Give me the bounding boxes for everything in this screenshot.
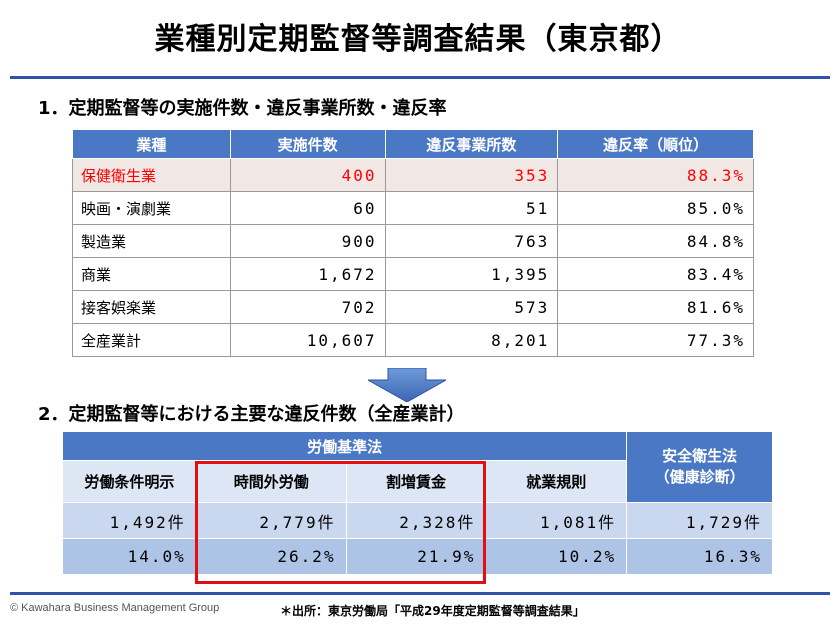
header-work-rules: 就業規則 — [485, 460, 628, 503]
table-row: 保健衛生業 400 353 88.3% — [72, 158, 754, 192]
count-cell: 2,779件 — [195, 502, 347, 539]
industry-cell: 商業 — [72, 257, 231, 291]
safety-label-line1: 安全衛生法 — [662, 447, 738, 465]
inspection-results-table: 業種 実施件数 違反事業所数 違反率（順位） 保健衛生業 400 353 88.… — [72, 129, 754, 357]
safety-label-line2: （健康診断） — [654, 468, 745, 486]
down-arrow-icon — [368, 368, 446, 402]
inspections-cell: 900 — [229, 224, 386, 258]
industry-cell: 接客娯楽業 — [72, 290, 231, 324]
rate-cell: 81.6% — [557, 290, 754, 324]
violators-cell: 51 — [384, 191, 559, 225]
count-cell: 1,492件 — [62, 502, 197, 539]
table-row: 全産業計 10,607 8,201 77.3% — [72, 323, 754, 357]
rate-cell: 84.8% — [557, 224, 754, 258]
industry-cell: 製造業 — [72, 224, 231, 258]
percent-cell: 26.2% — [195, 538, 347, 575]
violators-cell: 763 — [384, 224, 559, 258]
table-row: 14.0% 26.2% 21.9% 10.2% 16.3% — [62, 538, 773, 575]
header-industry: 業種 — [72, 129, 231, 159]
title-divider — [10, 76, 830, 79]
rate-cell: 85.0% — [557, 191, 754, 225]
highlight-box — [195, 461, 486, 584]
labor-standards-act-header: 労働基準法 — [61, 431, 628, 461]
table-row: 商業 1,672 1,395 83.4% — [72, 257, 754, 291]
violators-cell: 8,201 — [384, 323, 559, 357]
inspections-cell: 10,607 — [229, 323, 386, 357]
inspections-cell: 702 — [229, 290, 386, 324]
header-inspections: 実施件数 — [229, 129, 386, 159]
header-violators: 違反事業所数 — [384, 129, 559, 159]
copyright-text: © Kawahara Business Management Group — [10, 602, 220, 614]
table-row: 接客娯楽業 702 573 81.6% — [72, 290, 754, 324]
table2-subheader-row: 労働条件明示 時間外労働 割増賃金 就業規則 — [62, 460, 773, 503]
table2-group-row: 労働基準法 安全衛生法 （健康診断） — [61, 431, 773, 503]
table-row: 映画・演劇業 60 51 85.0% — [72, 191, 754, 225]
rate-cell: 88.3% — [557, 158, 754, 192]
inspections-cell: 1,672 — [229, 257, 386, 291]
count-cell: 1,081件 — [485, 502, 628, 539]
percent-cell: 10.2% — [485, 538, 628, 575]
table-row: 1,492件 2,779件 2,328件 1,081件 1,729件 — [62, 502, 773, 539]
percent-cell: 14.0% — [62, 538, 197, 575]
violators-cell: 353 — [384, 158, 559, 192]
inspections-cell: 400 — [229, 158, 386, 192]
violators-cell: 1,395 — [384, 257, 559, 291]
table-row: 製造業 900 763 84.8% — [72, 224, 754, 258]
industry-cell: 映画・演劇業 — [72, 191, 231, 225]
source-note: ＊出所：東京労働局「平成29年度定期監督等調査結果」 — [280, 604, 585, 618]
industry-cell: 全産業計 — [72, 323, 231, 357]
safety-health-act-header: 安全衛生法 （健康診断） — [626, 431, 773, 503]
rate-cell: 77.3% — [557, 323, 754, 357]
header-working-conditions: 労働条件明示 — [62, 460, 197, 503]
header-rate: 違反率（順位） — [557, 129, 754, 159]
violators-cell: 573 — [384, 290, 559, 324]
percent-cell: 21.9% — [345, 538, 487, 575]
count-cell: 2,328件 — [345, 502, 487, 539]
section1-heading: 1．定期監督等の実施件数・違反事業所数・違反率 — [38, 98, 447, 119]
count-cell: 1,729件 — [626, 502, 773, 539]
table1-header-row: 業種 実施件数 違反事業所数 違反率（順位） — [72, 129, 754, 159]
rate-cell: 83.4% — [557, 257, 754, 291]
percent-cell: 16.3% — [626, 538, 773, 575]
footer-divider — [10, 592, 830, 595]
page-title: 業種別定期監督等調査結果（東京都） — [154, 22, 682, 57]
section2-heading: 2．定期監督等における主要な違反件数（全産業計） — [38, 404, 465, 425]
industry-cell: 保健衛生業 — [72, 158, 231, 192]
violations-table: 労働基準法 安全衛生法 （健康診断） 労働条件明示 時間外労働 割増賃金 就業規… — [61, 431, 773, 575]
inspections-cell: 60 — [229, 191, 386, 225]
header-overtime: 時間外労働 — [195, 460, 347, 503]
